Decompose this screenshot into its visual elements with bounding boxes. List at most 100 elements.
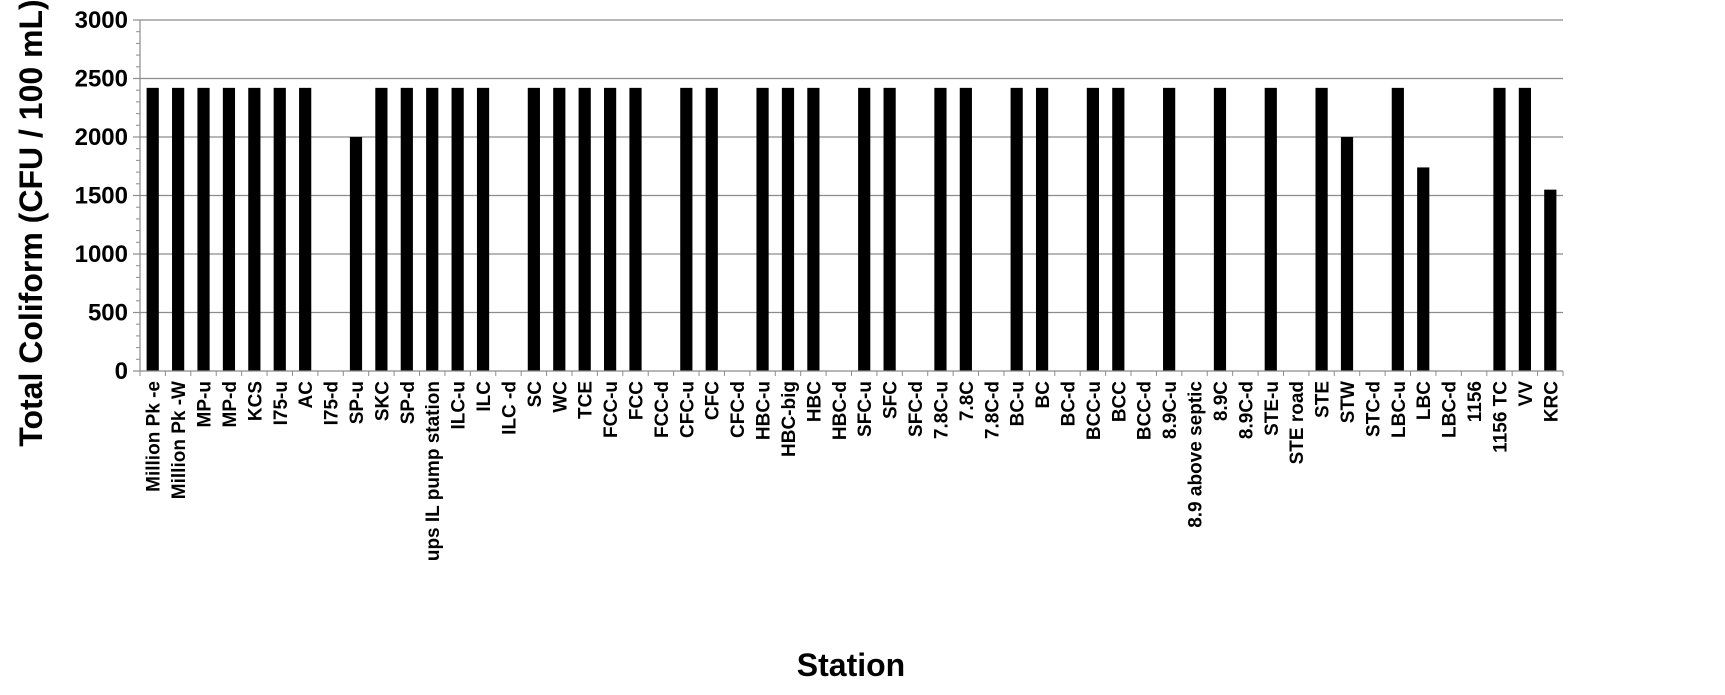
bar-ilc bbox=[476, 87, 490, 372]
x-tick-label: LBC bbox=[1414, 381, 1435, 420]
x-tick-label: MP-u bbox=[195, 381, 216, 427]
bar-krc bbox=[1544, 189, 1557, 371]
x-tick-label: STW bbox=[1338, 381, 1359, 423]
y-tick-label: 2000 bbox=[75, 124, 128, 151]
x-tick-label: KRC bbox=[1541, 381, 1562, 422]
bar-7-8c bbox=[959, 87, 972, 372]
bar-hbc bbox=[807, 87, 820, 372]
bar-ste-u bbox=[1264, 87, 1277, 372]
x-tick-label: BCC-u bbox=[1084, 381, 1105, 440]
x-tick-label: LBC-d bbox=[1440, 381, 1461, 438]
bar-sp-d bbox=[400, 87, 413, 372]
bar-8-9c-u bbox=[1163, 87, 1176, 372]
x-tick-label: SFC-u bbox=[855, 381, 876, 437]
bar-skc bbox=[375, 87, 388, 372]
bar-fcc bbox=[629, 87, 642, 372]
x-tick-label: STE road bbox=[1287, 381, 1308, 464]
bar-ac bbox=[299, 87, 312, 372]
x-tick-label: ups IL pump station bbox=[423, 381, 444, 561]
x-tick-label: BC-u bbox=[1008, 381, 1029, 426]
x-tick-label: 7.8C bbox=[957, 381, 978, 421]
bar-wc bbox=[553, 87, 566, 372]
labels: 0 500 1000 1500 2000 2500 3000 Million Pk -e Mil… bbox=[75, 7, 1563, 561]
y-tick-label: 1500 bbox=[75, 183, 128, 210]
x-tick-label: HBC-big bbox=[779, 381, 800, 457]
x-tick-label: Million Pk -W bbox=[169, 381, 190, 499]
y-tick-label: 1000 bbox=[75, 241, 128, 268]
x-tick-label: 8.9C-d bbox=[1236, 381, 1257, 439]
bar-sp-u bbox=[349, 137, 363, 371]
bar-vv bbox=[1518, 87, 1531, 372]
x-tick-label: WC bbox=[550, 381, 571, 413]
x-tick-label: STE bbox=[1313, 381, 1334, 418]
bar-tce bbox=[578, 87, 591, 372]
bar-million-pk-w bbox=[172, 87, 185, 372]
x-tick-label: SC bbox=[525, 381, 546, 408]
x-tick-label: SP-u bbox=[347, 381, 368, 424]
bar-8-9c bbox=[1213, 87, 1227, 372]
bar-hbc-big bbox=[781, 87, 795, 372]
bar-sfc bbox=[883, 87, 896, 372]
x-tick-label: I75-d bbox=[322, 381, 343, 425]
x-axis-title: Station bbox=[797, 647, 905, 683]
x-tick-label: SFC-d bbox=[906, 381, 927, 437]
x-tick-label: BCC bbox=[1109, 381, 1130, 422]
x-tick-label: KCS bbox=[245, 381, 266, 421]
x-tick-label: HBC-d bbox=[830, 381, 851, 440]
x-tick-label: 1156 TC bbox=[1490, 381, 1511, 453]
x-tick-label: FCC-d bbox=[652, 381, 673, 438]
bar-million-pk-e bbox=[146, 87, 159, 372]
x-tick-label: 7.8C-u bbox=[931, 381, 952, 439]
x-tick-label: AC bbox=[296, 381, 317, 409]
x-tick-label: FCC-u bbox=[601, 381, 622, 438]
bar-i75-u bbox=[273, 87, 286, 372]
x-tick-label: CFC bbox=[703, 381, 724, 420]
x-tick-label: TCE bbox=[576, 381, 597, 419]
bar-sc bbox=[527, 87, 540, 372]
bar-bc-u bbox=[1010, 87, 1023, 372]
bar-7-8c-u bbox=[934, 87, 947, 372]
x-tick-label: 8.9C-u bbox=[1160, 381, 1181, 439]
bar-bcc bbox=[1112, 87, 1125, 372]
bars bbox=[146, 87, 1557, 372]
x-tick-label: BCC-d bbox=[1135, 381, 1156, 440]
x-tick-label: BC bbox=[1033, 381, 1054, 409]
x-tick-label: ILC-u bbox=[449, 381, 470, 430]
y-tick-label: 3000 bbox=[75, 7, 128, 34]
y-tick-label: 2500 bbox=[75, 66, 128, 93]
x-tick-label: 8.9C bbox=[1211, 381, 1232, 421]
bar-sfc-u bbox=[858, 87, 871, 372]
x-tick-label: Million Pk -e bbox=[144, 381, 165, 492]
bar-ups-il-pump-station bbox=[426, 87, 439, 372]
bar-fcc-u bbox=[604, 87, 617, 372]
x-tick-label: SP-d bbox=[398, 381, 419, 424]
bar-hbc-u bbox=[756, 87, 769, 372]
x-tick-label: MP-d bbox=[220, 381, 241, 427]
x-tick-label: CFC-u bbox=[677, 381, 698, 438]
bar-bc bbox=[1035, 87, 1049, 372]
y-tick-label: 0 bbox=[115, 358, 128, 385]
x-tick-label: STC-d bbox=[1363, 381, 1384, 437]
x-tick-label: HBC-u bbox=[754, 381, 775, 440]
bar-stw bbox=[1340, 137, 1354, 371]
x-tick-label: 1156 bbox=[1465, 381, 1486, 422]
bar-kcs bbox=[248, 87, 261, 372]
y-axis-title: Total Coliform (CFU / 100 mL) bbox=[13, 0, 49, 447]
bar-lbc bbox=[1417, 167, 1430, 371]
bar-cfc-u bbox=[680, 87, 693, 372]
x-tick-label: STE-u bbox=[1262, 381, 1283, 436]
x-tick-label: CFC-d bbox=[728, 381, 749, 438]
bar-mp-u bbox=[197, 87, 210, 372]
x-tick-label: SFC bbox=[881, 381, 902, 419]
bar-bcc-u bbox=[1086, 87, 1099, 372]
bar-mp-d bbox=[222, 87, 236, 372]
bar-lbc-u bbox=[1391, 87, 1404, 372]
x-tick-label: SKC bbox=[372, 381, 393, 421]
x-tick-label: ILC -d bbox=[499, 381, 520, 435]
axes bbox=[133, 19, 1564, 376]
x-tick-label: LBC-u bbox=[1389, 381, 1410, 438]
x-tick-label: I75-u bbox=[271, 381, 292, 425]
x-tick-label: BC-d bbox=[1058, 381, 1079, 426]
